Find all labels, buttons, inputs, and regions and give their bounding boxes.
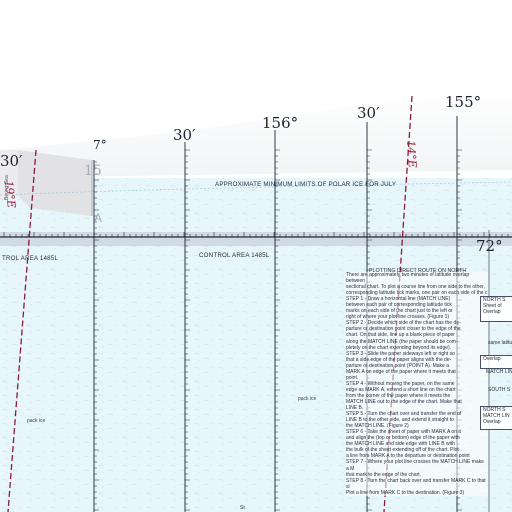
polar-ice-label: APPROXIMATE MINIMUM LIMITS OF POLAR ICE … xyxy=(215,181,397,188)
instruction-line: from the corner of the paper where it me… xyxy=(346,392,451,399)
instructions-title: PLOTTING DIRECT ROUTE ON NORTH xyxy=(369,268,467,274)
instruction-line: parture or destination point (POINT A). … xyxy=(346,362,450,369)
instruction-line: the MATCH LINE. (Figure 2) xyxy=(346,423,409,430)
grey-patch xyxy=(18,150,92,216)
instruction-line: and align the (top or bottom) edge of th… xyxy=(346,435,460,442)
instruction-line: LINE B to the other side, and extend it … xyxy=(346,417,454,424)
instruction-line: corresponding latitude tick marks, one p… xyxy=(346,290,488,297)
area-letter-fragment: A xyxy=(94,211,103,225)
coord-left-30: 30′ xyxy=(0,152,23,170)
coord-right-30: 30′ xyxy=(357,104,380,122)
instruction-line: that mark to the edge of the chart. xyxy=(346,471,422,478)
instruction-line: STEP 3 - Slide the paper sideways left o… xyxy=(346,350,455,357)
figure-south-side: SOUTH S xyxy=(488,387,511,393)
figure-overlap-1: Overlap xyxy=(483,309,501,315)
latitude-ticks xyxy=(3,232,509,237)
figure-sheet-of: Sheet of xyxy=(483,303,502,309)
instruction-line: the MATCH LINE and side edge with LINE B… xyxy=(346,441,455,448)
instruction-line: MATCH LINE out to the edge of the chart.… xyxy=(346,398,462,405)
figure-overlap-2: Overlap xyxy=(483,356,501,362)
left-vertical-label: Bering Sea xyxy=(4,175,10,200)
coord-157: 15 xyxy=(84,163,102,179)
coord-157-partial: 7° xyxy=(93,138,107,152)
instruction-line: edge as MARK A, extend a short line on t… xyxy=(346,386,456,393)
instruction-line: STEP 6 - Take the sheet of paper with MA… xyxy=(346,429,461,436)
instruction-line: STEP 4 - Without moving the paper, on th… xyxy=(346,380,455,387)
isogonic-line-left xyxy=(7,149,37,512)
figure-match-line-2: MATCH LIN xyxy=(483,413,510,419)
instruction-line: STEP 7 - Where your plot line crosses th… xyxy=(346,459,484,472)
instruction-line: right of where your plot line crosses. (… xyxy=(346,314,450,321)
control-area-center-label: CONTROL AREA 1485L xyxy=(199,252,270,259)
instruction-line: the bulk of the sheet extending off of t… xyxy=(346,447,459,454)
pack-ice-center-label: pack ice xyxy=(298,396,317,402)
figure-north-side-1: NORTH S xyxy=(483,297,506,303)
instruction-line: a line from MARK A to the departure or d… xyxy=(346,453,470,460)
bottom-fragment-label: St xyxy=(240,505,245,511)
instruction-line: pletely on the chart extending beyond it… xyxy=(346,344,452,351)
coord-mid-30: 30′ xyxy=(173,126,196,144)
figure-1-box: NORTH S Sheet of Overlap xyxy=(480,296,512,322)
pack-ice-left-label: pack ice xyxy=(27,418,46,424)
instruction-line: LINE B. xyxy=(346,405,364,412)
instruction-line: STEP 5 - Turn the chart over and transfe… xyxy=(346,411,462,418)
instruction-line: along the MATCH LINE (the paper should b… xyxy=(346,338,458,345)
figure-2-box: Overlap xyxy=(480,355,512,369)
instruction-line: point. xyxy=(346,374,359,381)
instruction-line: parture or destination point closer to t… xyxy=(346,326,461,333)
instruction-line: STEP 8 - Turn the chart back over and tr… xyxy=(346,477,486,490)
instruction-line: between each pair of corresponding latit… xyxy=(346,302,452,309)
figure-3-box: NORTH S MATCH LIN Overlap xyxy=(480,406,512,430)
instruction-line: STEP 1 - Draw a horizontal line (MATCH L… xyxy=(346,296,451,303)
figure-match-line: MATCH LIN xyxy=(486,369,512,375)
figure-north-side-2: NORTH S xyxy=(483,407,506,413)
coord-lat-72: 72° xyxy=(476,237,503,255)
instruction-line: Plot a line from MARK C to the destinati… xyxy=(346,489,465,496)
plotting-instructions: There are approximately two minutes of l… xyxy=(346,272,488,496)
instruction-line: There are approximately two minutes of l… xyxy=(346,272,470,285)
grey-patch-left xyxy=(0,150,18,200)
figure-same-latitude: same latitu xyxy=(488,340,512,346)
instruction-line: that a side edge of the paper aligns wit… xyxy=(346,356,452,363)
control-area-band xyxy=(0,232,512,246)
instruction-line: chart. On that side, line up a blank pie… xyxy=(346,332,455,339)
figure-overlap-3: Overlap xyxy=(483,419,501,425)
instruction-line: STEP 2 - Decide which side of the chart … xyxy=(346,320,461,327)
chart-fade xyxy=(0,86,512,178)
instruction-line: sectional chart. To plot a course line f… xyxy=(346,284,485,291)
coord-156: 156° xyxy=(262,114,299,132)
isogonic-label-right: 14°E xyxy=(404,139,419,169)
instruction-line: marks on each side of the chart just to … xyxy=(346,308,453,315)
instruction-line: MARK A on edge of the paper where it mee… xyxy=(346,368,456,375)
control-area-left-label: TROL AREA 1485L xyxy=(2,255,59,262)
ice-limit-line xyxy=(0,181,512,196)
coord-155: 155° xyxy=(445,93,482,111)
